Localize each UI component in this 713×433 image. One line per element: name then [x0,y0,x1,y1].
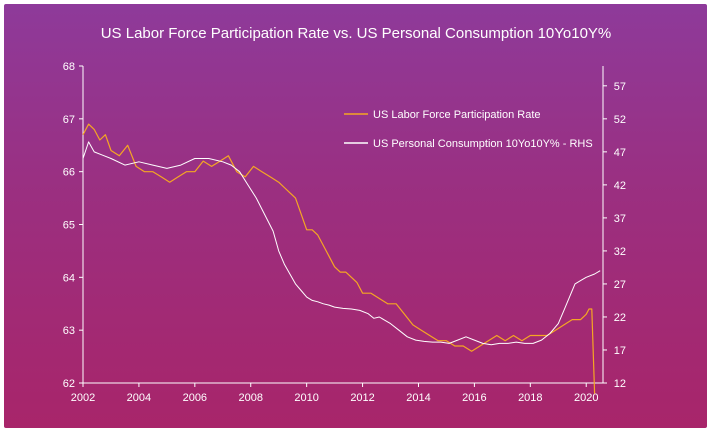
y-right-tick-label: 37 [614,213,626,225]
y-right-tick-label: 22 [614,312,626,324]
series-layer [82,123,601,394]
x-tick-label: 2006 [183,392,207,404]
y-right-tick-label: 27 [614,279,626,291]
x-tick-label: 2016 [462,392,486,404]
x-tick-label: 2002 [71,392,95,404]
x-tick-label: 2012 [350,392,374,404]
x-tick-label: 2004 [127,392,151,404]
legend-label: US Personal Consumption 10Yo10Y% - RHS [373,138,593,150]
x-tick-label: 2020 [574,392,598,404]
y-left-tick-label: 67 [63,114,75,126]
x-tick-label: 2014 [406,392,430,404]
y-right-tick-label: 32 [614,246,626,258]
y-right-tick-label: 47 [614,147,626,159]
y-left-tick-label: 68 [63,61,75,73]
y-right-tick-label: 52 [614,114,626,126]
legend-label: US Labor Force Participation Rate [373,109,541,121]
y-right-tick-label: 12 [614,378,626,390]
x-tick-label: 2018 [518,392,542,404]
y-left-tick-label: 65 [63,220,75,232]
y-left-tick-label: 62 [63,378,75,390]
chart-title: US Labor Force Participation Rate vs. US… [101,25,612,42]
y-right-tick-label: 42 [614,180,626,192]
y-left-tick-label: 64 [63,272,75,284]
series-line-personal-consumption [82,141,601,346]
legend: US Labor Force Participation Rate US Pers… [344,109,593,150]
y-right-tick-label: 57 [614,81,626,93]
series-line-labor-force-participation [82,123,596,394]
y-left-tick-label: 63 [63,325,75,337]
x-tick-label: 2008 [238,392,262,404]
axes: 2002 2004 2006 2008 2010 2012 2014 2016 2018 2020… [63,61,626,404]
chart-background [4,4,707,428]
y-left-tick-label: 66 [63,167,75,179]
y-right-tick-label: 17 [614,345,626,357]
x-tick-label: 2010 [294,392,318,404]
